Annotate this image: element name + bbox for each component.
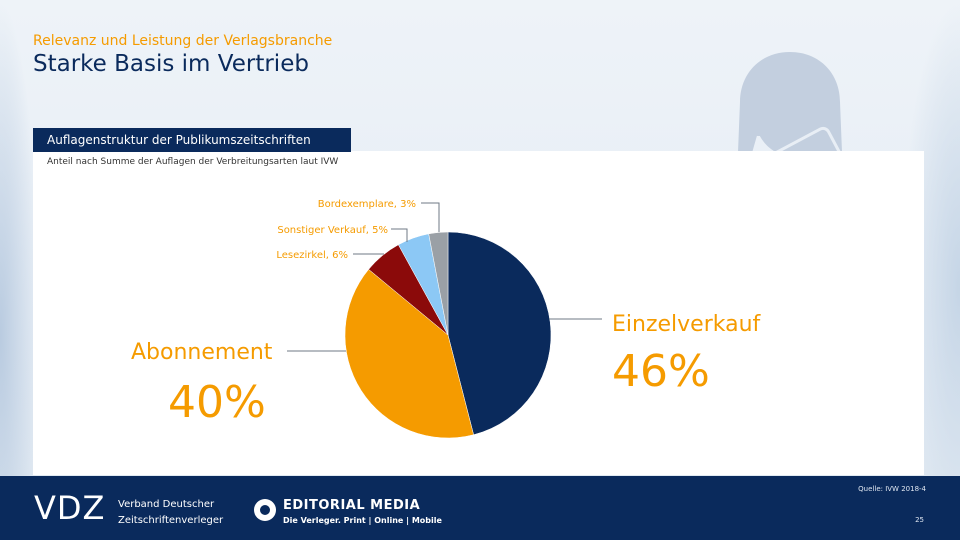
label-abonnement-name: Abonnement — [131, 340, 273, 365]
vdz-logo: VDZ — [34, 489, 106, 527]
pie-slice-bordexemplare — [428, 231, 449, 336]
label-einzelverkauf-value: 46% — [612, 346, 710, 397]
pie-slices — [344, 231, 552, 439]
chart-title-tag: Auflagenstruktur der Publikumszeitschrif… — [33, 128, 351, 152]
footer-bar — [0, 476, 960, 540]
leader-line-bordexemplare — [421, 202, 440, 232]
chart-description: Anteil nach Summe der Auflagen der Verbr… — [47, 157, 339, 167]
vdz-full-name: Verband Deutscher Zeitschriftenverleger — [118, 497, 223, 529]
page-number: 25 — [915, 516, 924, 524]
editorial-media-name: EDITORIAL MEDIA — [283, 498, 421, 513]
source-note: Quelle: IVW 2018-4 — [858, 485, 926, 493]
label-bordexemplare: Bordexemplare, 3% — [318, 199, 416, 210]
page-subtitle: Relevanz und Leistung der Verlagsbranche — [33, 33, 333, 49]
label-einzelverkauf-name: Einzelverkauf — [612, 312, 762, 337]
vdz-name-line1: Verband Deutscher — [118, 499, 215, 510]
label-sonstiger-verkauf: Sonstiger Verkauf, 5% — [277, 225, 388, 236]
label-lesezirkel: Lesezirkel, 6% — [276, 250, 348, 261]
leader-line-sonstiger — [391, 228, 408, 242]
page-title: Starke Basis im Vertrieb — [33, 51, 309, 77]
leader-lines — [287, 202, 602, 352]
label-abonnement-value: 40% — [168, 377, 266, 428]
vdz-name-line2: Zeitschriftenverleger — [118, 515, 224, 526]
pie-slice-einzelverkauf — [447, 231, 552, 436]
pie-slice-abonnement — [344, 268, 474, 439]
editorial-media-logo-icon — [254, 499, 276, 521]
editorial-media-tagline: Die Verleger. Print | Online | Mobile — [283, 516, 442, 525]
